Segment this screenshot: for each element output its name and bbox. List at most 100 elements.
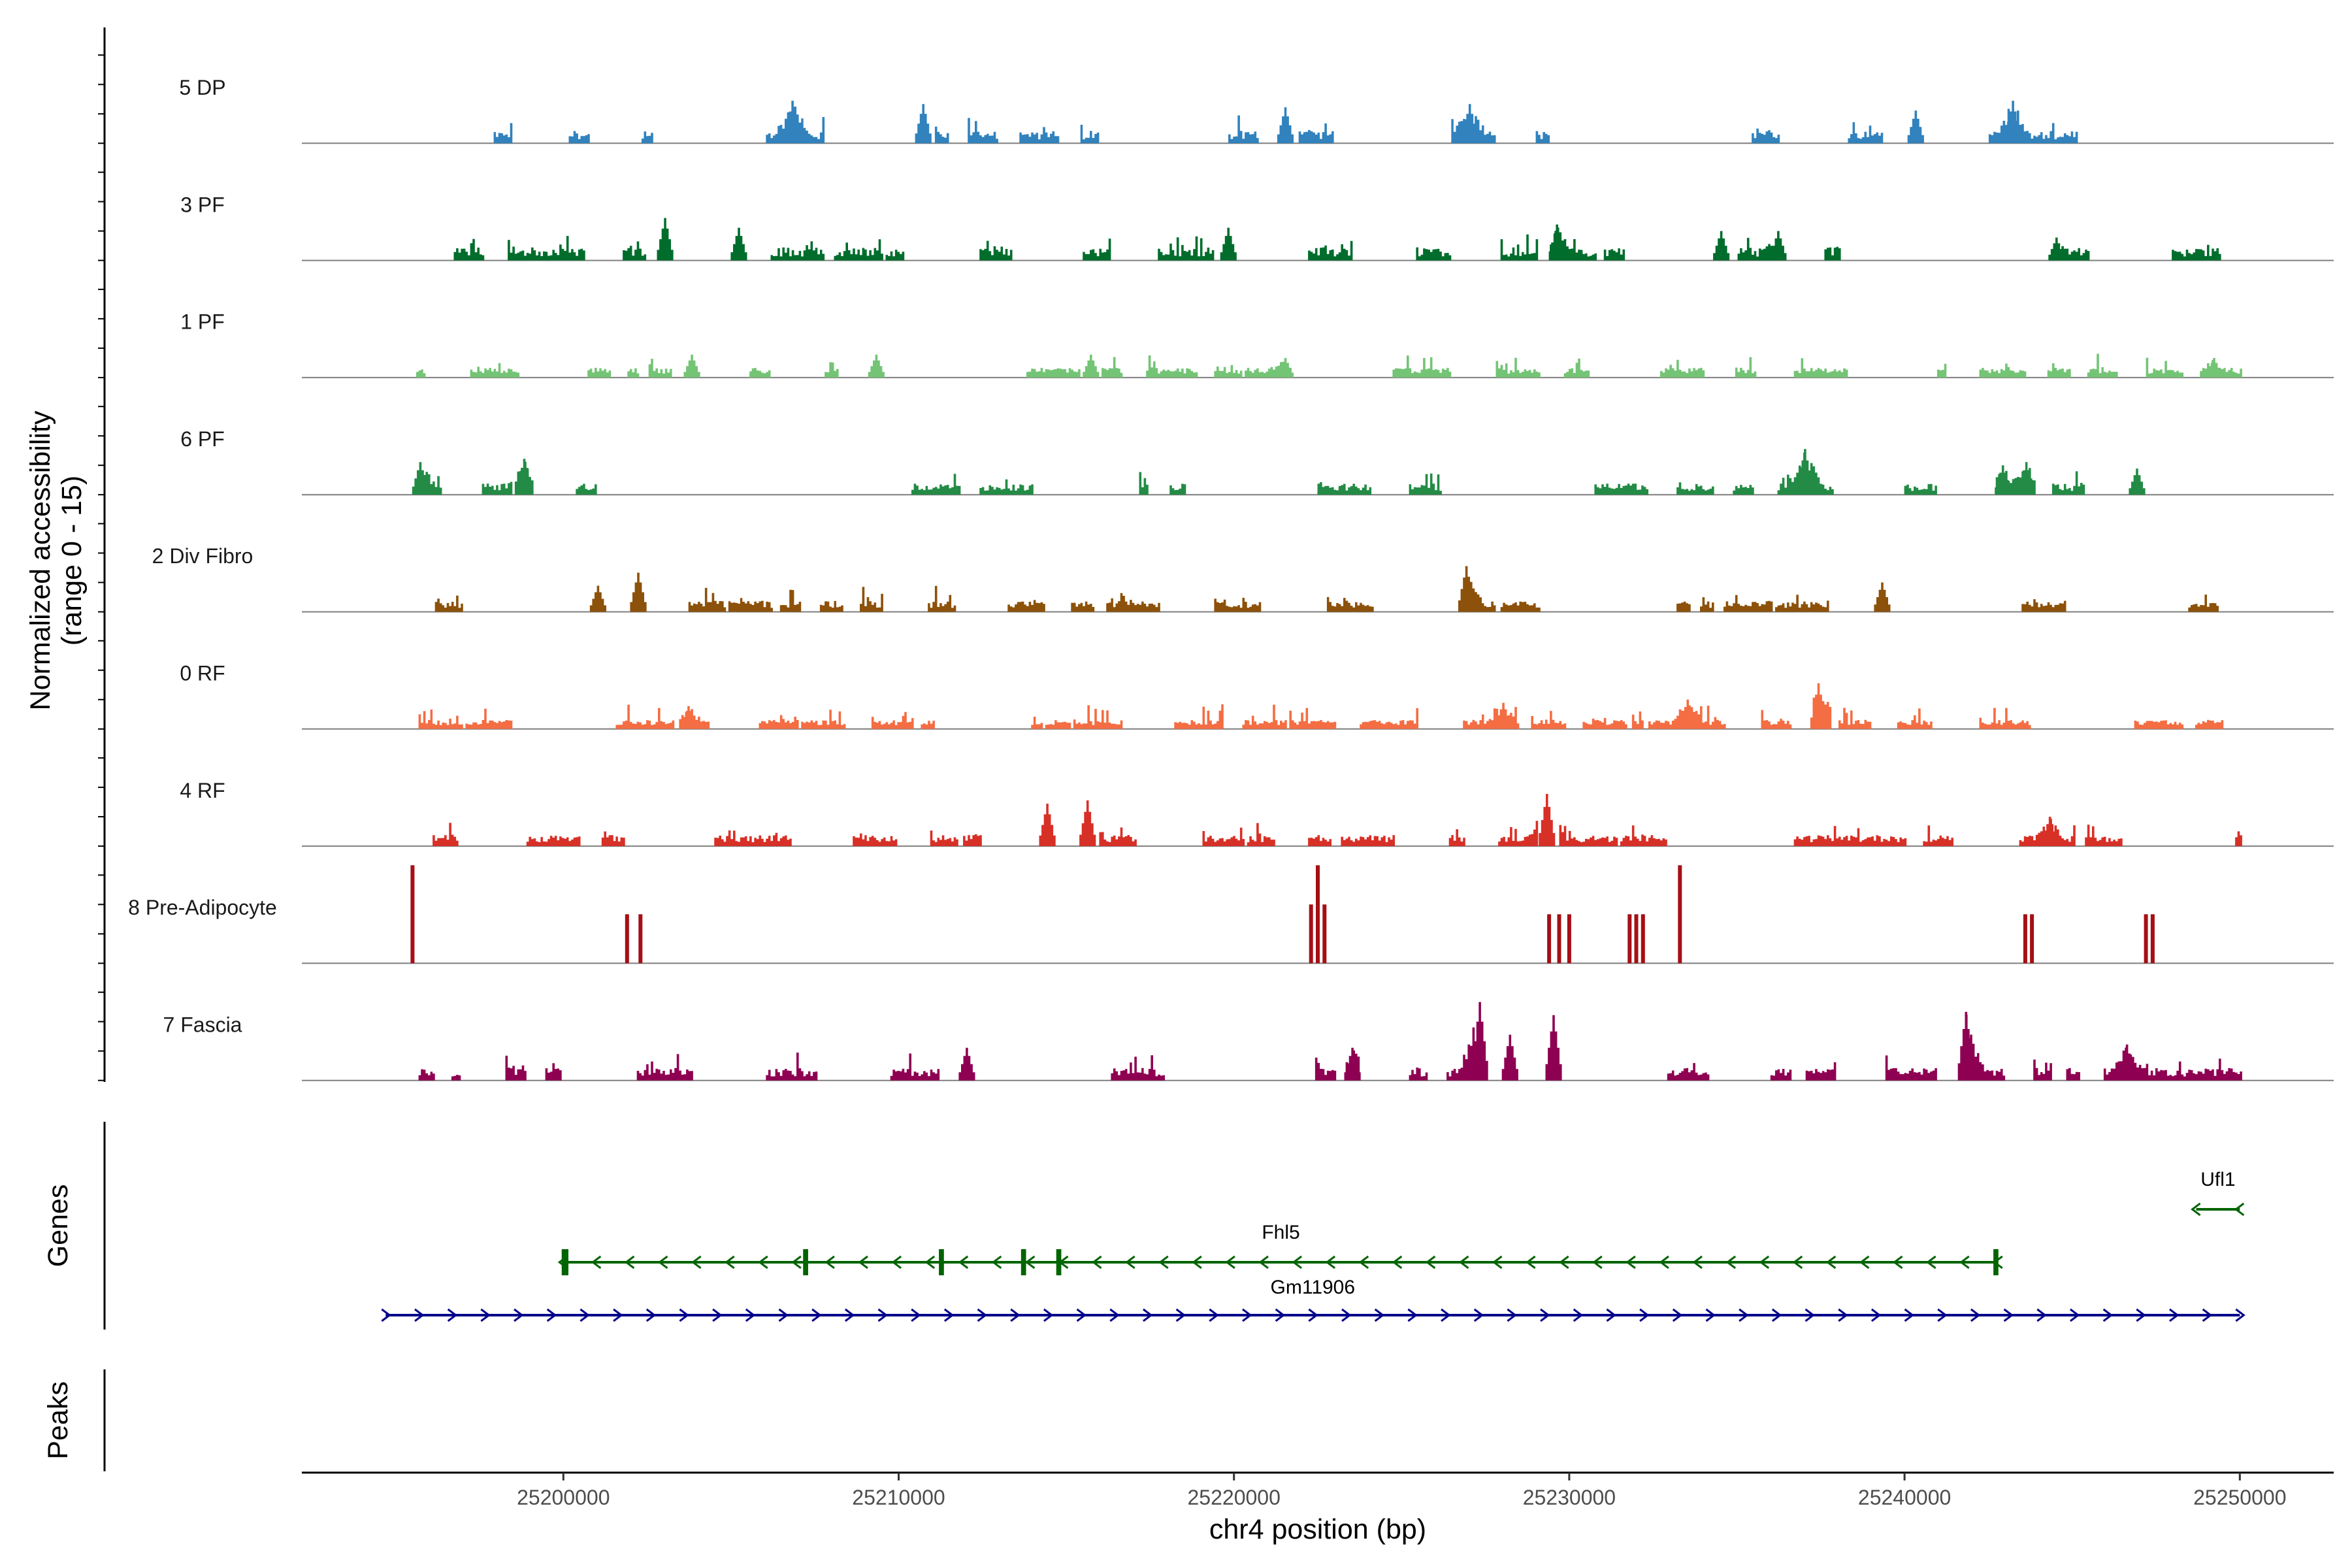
track-6-pf: 6 PF <box>180 427 2334 496</box>
strand-chevron <box>1308 1308 1318 1322</box>
strand-chevron <box>778 1308 789 1322</box>
strand-chevron <box>1659 1255 1669 1269</box>
strand-chevron <box>414 1308 425 1322</box>
coverage-area <box>416 353 2242 378</box>
strand-chevron <box>1606 1308 1616 1322</box>
strand-chevron <box>1526 1255 1536 1269</box>
strand-chevron <box>1109 1308 1120 1322</box>
coverage-area <box>453 218 2221 261</box>
strand-chevron <box>1573 1308 1584 1322</box>
strand-chevron <box>1705 1308 1716 1322</box>
track-4-rf: 4 RF <box>180 779 2334 847</box>
strand-chevron <box>725 1255 735 1269</box>
strand-chevron <box>1325 1255 1336 1269</box>
strand-chevron <box>811 1308 822 1322</box>
track-label: 8 Pre-Adipocyte <box>128 896 277 919</box>
coverage-area <box>412 449 2146 495</box>
strand-chevron <box>1937 1308 1948 1322</box>
track-label: 3 PF <box>180 193 225 216</box>
strand-chevron <box>911 1308 921 1322</box>
strand-chevron <box>1374 1308 1385 1322</box>
x-tick-label: 25210000 <box>852 1486 945 1509</box>
strand-chevron <box>924 1255 936 1269</box>
strand-chevron <box>1158 1255 1169 1269</box>
coverage-area <box>418 683 2224 729</box>
strand-chevron <box>1639 1308 1650 1322</box>
strand-chevron <box>1625 1255 1636 1269</box>
strand-chevron <box>1970 1308 1981 1322</box>
coverage-area <box>410 865 2155 964</box>
gene-annotations: Fhl5 Gm11906 Ufl1 <box>381 1169 2246 1322</box>
strand-chevron <box>958 1255 969 1269</box>
strand-chevron <box>2136 1308 2146 1322</box>
strand-chevron <box>2191 1202 2201 1217</box>
strand-chevron <box>2102 1308 2114 1322</box>
track-0-rf: 0 RF <box>180 662 2334 730</box>
strand-chevron <box>1258 1255 1269 1269</box>
coverage-y-axis-title-line2: (range 0 - 15) <box>56 476 88 646</box>
strand-chevron <box>1043 1308 1054 1322</box>
track-label: 6 PF <box>180 427 225 451</box>
strand-chevron <box>2070 1308 2080 1322</box>
strand-chevron <box>2235 1308 2246 1322</box>
strand-chevron <box>1459 1255 1469 1269</box>
strand-chevron <box>1125 1255 1135 1269</box>
strand-chevron <box>1092 1255 1102 1269</box>
track-5-dp: 5 DP <box>179 76 2334 144</box>
strand-chevron <box>1926 1255 1936 1269</box>
x-tick-label: 25240000 <box>1858 1486 1951 1509</box>
track-3-pf: 3 PF <box>180 193 2334 261</box>
strand-chevron <box>1209 1308 1219 1322</box>
x-tick-label: 25250000 <box>2193 1486 2286 1509</box>
track-1-pf: 1 PF <box>180 310 2334 378</box>
strand-chevron <box>1242 1308 1252 1322</box>
strand-chevron <box>2234 1202 2245 1217</box>
strand-chevron <box>858 1255 868 1269</box>
exon <box>1993 1249 1999 1275</box>
strand-chevron <box>1540 1308 1550 1322</box>
exon <box>1056 1249 1062 1275</box>
x-axis-title: chr4 position (bp) <box>1209 1514 1426 1545</box>
coverage-area <box>433 794 2242 847</box>
strand-chevron <box>1959 1255 1970 1269</box>
strand-chevron <box>1725 1255 1737 1269</box>
strand-chevron <box>1441 1308 1451 1322</box>
gene-fhl5: Fhl5 <box>557 1222 2003 1275</box>
strand-chevron <box>1407 1308 1418 1322</box>
strand-chevron <box>1392 1255 1403 1269</box>
x-tick-label: 25200000 <box>517 1486 610 1509</box>
strand-chevron <box>844 1308 855 1322</box>
strand-chevron <box>381 1308 391 1322</box>
strand-chevron <box>745 1308 756 1322</box>
strand-chevron <box>1175 1308 1186 1322</box>
strand-chevron <box>1759 1255 1770 1269</box>
track-7-fascia: 7 Fascia <box>163 1002 2334 1081</box>
coverage-area <box>434 566 2219 612</box>
strand-chevron <box>1492 1255 1503 1269</box>
gene-label: Ufl1 <box>2200 1169 2235 1190</box>
strand-chevron <box>447 1308 458 1322</box>
track-label: 2 Div Fibro <box>152 544 253 568</box>
strand-chevron <box>1838 1308 1848 1322</box>
strand-chevron <box>2003 1308 2014 1322</box>
peaks-panel-label: Peaks <box>42 1381 74 1460</box>
strand-chevron <box>580 1308 590 1322</box>
strand-chevron <box>1771 1308 1782 1322</box>
strand-chevron <box>1507 1308 1517 1322</box>
exon <box>1021 1249 1026 1275</box>
strand-chevron <box>1692 1255 1703 1269</box>
gene-label: Fhl5 <box>1262 1222 1299 1243</box>
x-axis-ticks: 25200000 25210000 25220000 25230000 25240000… <box>517 1473 2286 1509</box>
strand-chevron <box>1859 1255 1870 1269</box>
track-8-pre-adipocyte: 8 Pre-Adipocyte <box>128 865 2334 964</box>
strand-chevron <box>1825 1255 1837 1269</box>
exon <box>803 1249 808 1275</box>
strand-chevron <box>977 1308 988 1322</box>
strand-chevron <box>1592 1255 1603 1269</box>
strand-chevron <box>546 1308 557 1322</box>
strand-chevron <box>1792 1255 1803 1269</box>
strand-chevron <box>1143 1308 1153 1322</box>
exon <box>561 1249 568 1275</box>
strand-chevron <box>1559 1255 1569 1269</box>
